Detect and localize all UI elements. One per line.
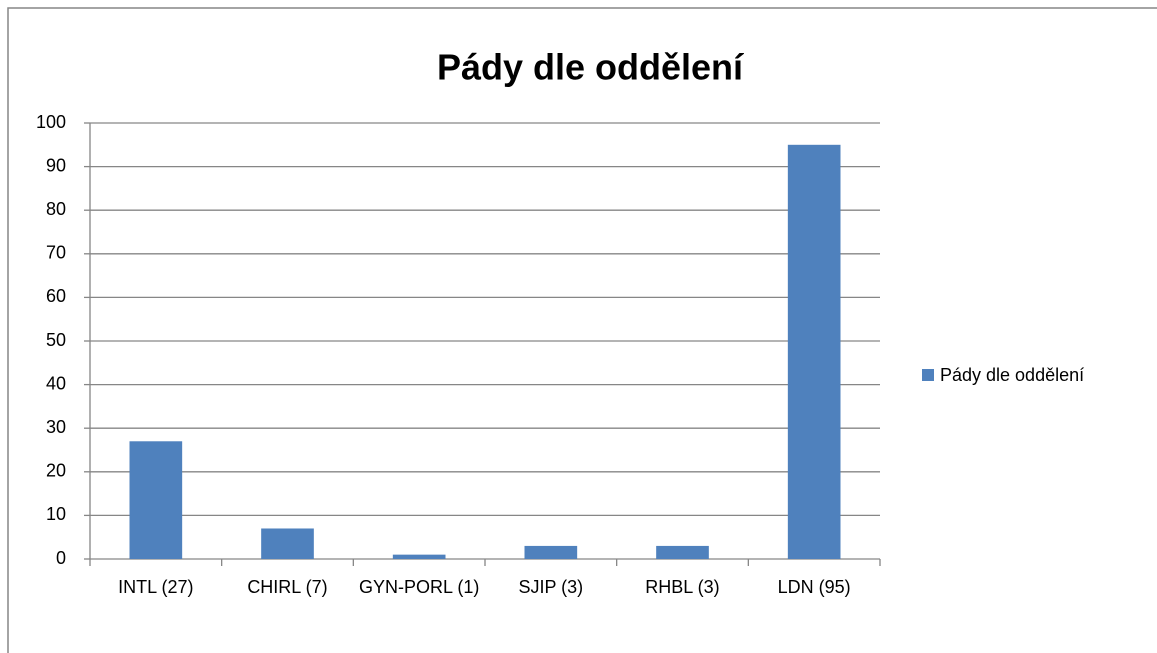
y-tick-label: 100: [36, 112, 66, 132]
bar: [656, 545, 709, 559]
legend-swatch: [922, 369, 934, 381]
bar: [787, 144, 841, 560]
bar: [392, 554, 446, 559]
bar: [129, 441, 183, 559]
x-label-box: RHBL (3): [645, 577, 720, 597]
x-label-box: CHIRL (7): [247, 577, 328, 597]
x-label-box: LDN (95): [777, 577, 851, 597]
y-tick-label: 70: [46, 243, 66, 263]
y-tick-label: 60: [46, 286, 66, 306]
x-label-box: INTL (27): [118, 577, 194, 597]
x-tick-label: INTL (27): [118, 577, 194, 597]
bar: [261, 528, 314, 559]
x-tick-label: LDN (95): [777, 577, 851, 597]
y-tick-label: 20: [46, 461, 66, 481]
chart-frame: [7, 7, 1157, 653]
y-tick-label: 50: [46, 330, 66, 350]
y-tick-label: 10: [46, 504, 66, 524]
bar: [524, 545, 578, 559]
x-label-box: SJIP (3): [518, 577, 584, 597]
y-tick-label: 40: [46, 373, 66, 393]
x-tick-label: SJIP (3): [518, 577, 584, 597]
y-tick-label: 90: [46, 155, 66, 175]
x-label-box: GYN-PORL (1): [358, 577, 480, 597]
chart-title: Pády dle oddělení: [437, 47, 744, 88]
y-tick-label: 80: [46, 199, 66, 219]
x-tick-label: GYN-PORL (1): [358, 577, 480, 597]
y-tick-label: 30: [46, 417, 66, 437]
y-tick-label: 0: [56, 548, 66, 568]
x-tick-label: CHIRL (7): [247, 577, 328, 597]
legend-label: Pády dle oddělení: [940, 365, 1084, 385]
x-tick-label: RHBL (3): [645, 577, 720, 597]
